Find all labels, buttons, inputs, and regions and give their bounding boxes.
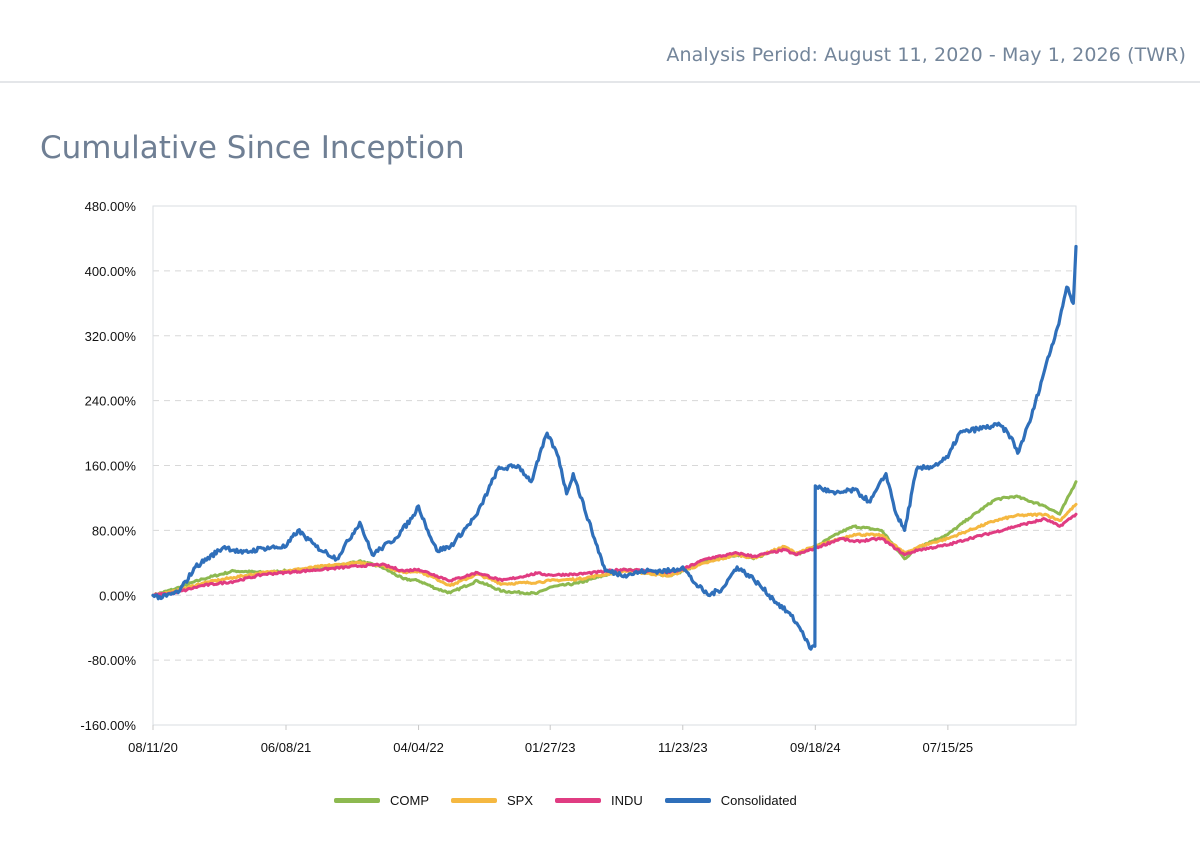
- legend-item-consolidated[interactable]: Consolidated: [664, 793, 797, 808]
- series-line-spx: [151, 502, 1078, 598]
- analysis-period-label: Analysis Period: August 11, 2020 - May 1…: [666, 44, 1186, 66]
- legend-label: Consolidated: [720, 793, 797, 808]
- y-tick-label: 400.00%: [85, 264, 137, 279]
- page-title: Cumulative Since Inception: [40, 130, 465, 166]
- chart-axes: [152, 205, 1077, 730]
- x-tick-label: 06/08/21: [261, 740, 312, 755]
- plot-frame: [152, 205, 1077, 726]
- legend-swatch: [664, 798, 711, 803]
- x-tick-label: 09/18/24: [790, 740, 841, 755]
- chart-series: [151, 244, 1078, 651]
- legend-label: COMP: [390, 793, 429, 808]
- y-tick-label: 160.00%: [85, 459, 137, 474]
- legend-item-indu[interactable]: INDU: [555, 793, 643, 808]
- legend-swatch: [555, 798, 602, 803]
- legend-swatch: [451, 798, 497, 803]
- x-tick-label: 08/11/20: [128, 740, 178, 755]
- legend-item-spx[interactable]: SPX: [451, 793, 533, 808]
- series-line-consolidated: [151, 244, 1078, 651]
- cumulative-return-chart: 480.00% 400.00% 320.00% 240.00% 160.00% 80.00…: [80, 199, 1078, 755]
- legend-label: SPX: [507, 793, 534, 808]
- x-tick-label: 01/27/23: [525, 740, 576, 755]
- y-axis-labels: 480.00% 400.00% 320.00% 240.00% 160.00% 80.00…: [80, 199, 136, 733]
- y-tick-label: 80.00%: [92, 523, 137, 538]
- y-tick-label: -160.00%: [80, 718, 136, 733]
- y-tick-label: 320.00%: [85, 329, 137, 344]
- legend-item-comp[interactable]: COMP: [334, 793, 429, 808]
- chart-legend: COMP SPX INDU Consolidated: [334, 793, 819, 808]
- y-tick-label: 0.00%: [99, 588, 136, 603]
- legend-label: INDU: [611, 793, 643, 808]
- header-divider: [0, 81, 1200, 83]
- x-tick-label: 04/04/22: [393, 740, 444, 755]
- legend-swatch: [334, 798, 380, 803]
- x-tick-label: 07/15/25: [923, 740, 974, 755]
- x-tick-label: 11/23/23: [658, 740, 708, 755]
- x-axis-labels: 08/11/20 06/08/21 04/04/22 01/27/23 11/23/23…: [128, 740, 973, 755]
- series-line-indu: [151, 512, 1078, 597]
- y-tick-label: -80.00%: [88, 653, 137, 668]
- y-tick-label: 480.00%: [85, 199, 137, 214]
- y-tick-label: 240.00%: [85, 394, 137, 409]
